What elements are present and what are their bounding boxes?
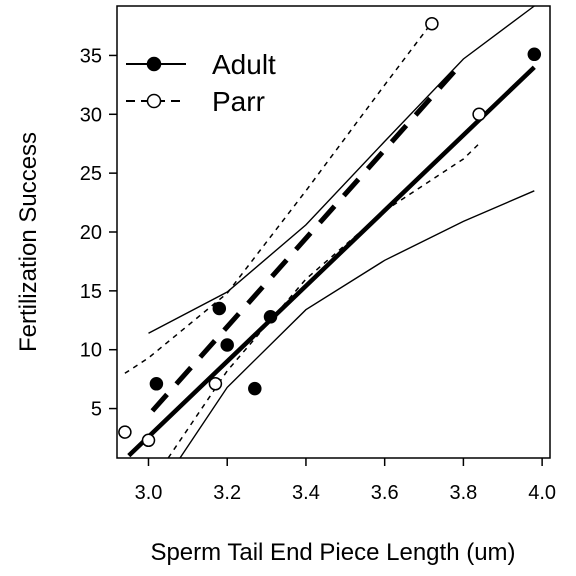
adult-point-5 (527, 47, 542, 62)
adult-point-2 (220, 338, 234, 352)
regression-lines (127, 59, 536, 458)
parr-point-3 (425, 16, 439, 31)
legend-label-parr: Parr (212, 86, 265, 117)
legend-label-adult: Adult (212, 49, 276, 80)
x-tick-label-3: 3.6 (371, 482, 399, 504)
parr-point-4 (472, 107, 486, 122)
parr-point-1 (141, 433, 156, 448)
legend-marker-adult (146, 56, 162, 72)
adult-ci-lower (179, 190, 535, 459)
adult-fit-line (127, 65, 536, 458)
y-tick-label-2: 15 (80, 281, 102, 303)
x-axis-ticks: 3.0 3.2 3.4 3.6 3.8 4.0 (135, 458, 556, 504)
adult-point-4 (263, 310, 278, 324)
y-axis-ticks: 5 10 15 20 25 30 35 (80, 45, 117, 421)
data-points (118, 16, 542, 448)
legend-item-parr: Parr (126, 86, 265, 117)
x-tick-label-1: 3.2 (213, 482, 241, 504)
y-tick-label-0: 5 (91, 399, 102, 421)
adult-point-1 (212, 301, 227, 316)
parr-point-0 (118, 425, 132, 439)
y-axis-title: Fertilization Success (15, 132, 42, 352)
confidence-bands (124, 5, 535, 459)
legend-item-adult: Adult (126, 49, 276, 80)
x-axis-title: Sperm Tail End Piece Length (um) (150, 539, 515, 566)
x-tick-label-0: 3.0 (135, 482, 163, 504)
x-tick-label-2: 3.4 (292, 482, 320, 504)
parr-ci-lower (167, 143, 480, 459)
parr-point-2 (208, 377, 223, 391)
parr-ci-upper (124, 22, 433, 374)
adult-point-3 (248, 381, 262, 396)
legend-marker-parr (146, 93, 162, 109)
y-tick-label-4: 25 (80, 163, 102, 185)
plot-frame (116, 5, 551, 459)
legend: Adult Parr (126, 49, 276, 117)
parr-fit-line (150, 59, 466, 413)
y-tick-label-3: 20 (80, 222, 102, 244)
adult-ci-upper (148, 5, 535, 334)
y-tick-label-1: 10 (80, 340, 102, 362)
adult-point-0 (149, 377, 164, 391)
y-tick-label-5: 30 (80, 104, 102, 126)
x-tick-label-5: 4.0 (528, 482, 556, 504)
x-tick-label-4: 3.8 (449, 482, 477, 504)
y-tick-label-6: 35 (80, 45, 102, 67)
